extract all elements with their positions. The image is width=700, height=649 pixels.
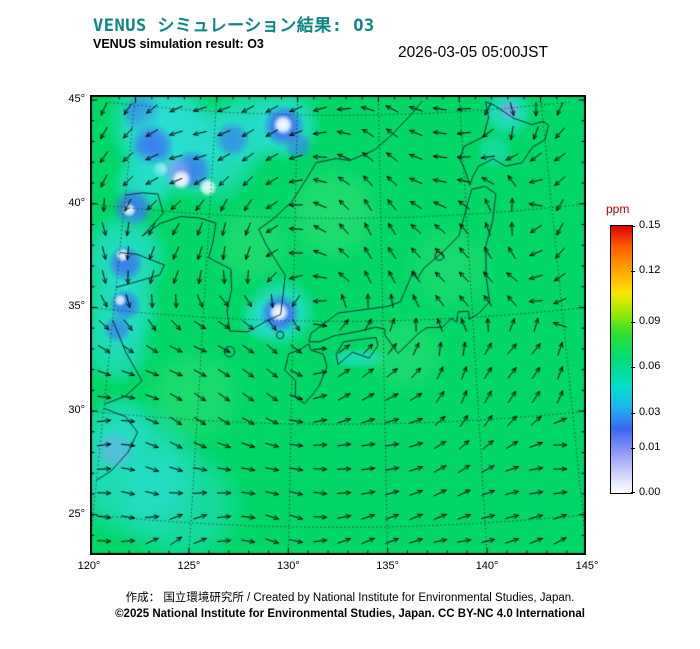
colorbar-tick-label: 0.15	[639, 219, 661, 231]
colorbar-tick-label: 0.01	[639, 440, 661, 453]
copyright-line: ©2025 National Institute for Environment…	[115, 608, 585, 620]
lat-axis-label: 35°	[68, 300, 85, 313]
map-canvas	[90, 95, 586, 555]
colorbar-tick-label: 0.12	[639, 263, 661, 276]
lon-axis-label: 130°	[276, 560, 300, 572]
lon-axis-label: 145°	[575, 560, 599, 572]
lat-axis-label: 30°	[68, 404, 85, 417]
colorbar-tick-label: 0.06	[639, 359, 661, 372]
timestamp: 2026-03-05 05:00JST	[398, 44, 548, 61]
lon-axis-label: 120°	[77, 560, 101, 572]
colorbar-tick-label: 0.09	[639, 315, 661, 328]
lat-axis-label: 45°	[68, 93, 85, 106]
lon-axis-label: 125°	[177, 560, 201, 572]
lat-axis-label: 25°	[68, 507, 85, 520]
lon-axis-label: 140°	[475, 560, 499, 572]
attribution-line: 作成： 国立環境研究所 / Created by National Instit…	[125, 592, 575, 604]
lat-axis-label: 40°	[68, 196, 85, 209]
colorbar-tick-label: 0.00	[639, 486, 661, 498]
colorbar-gradient	[611, 226, 632, 493]
page-title-english: VENUS simulation result: O3	[93, 37, 264, 51]
colorbar	[610, 225, 633, 494]
colorbar-tick-label: 0.03	[639, 405, 661, 418]
colorbar-unit-label: ppm	[606, 202, 630, 216]
page-title-japanese: VENUS シミュレーション結果: O3	[93, 16, 375, 36]
lon-axis-label: 135°	[376, 560, 400, 572]
